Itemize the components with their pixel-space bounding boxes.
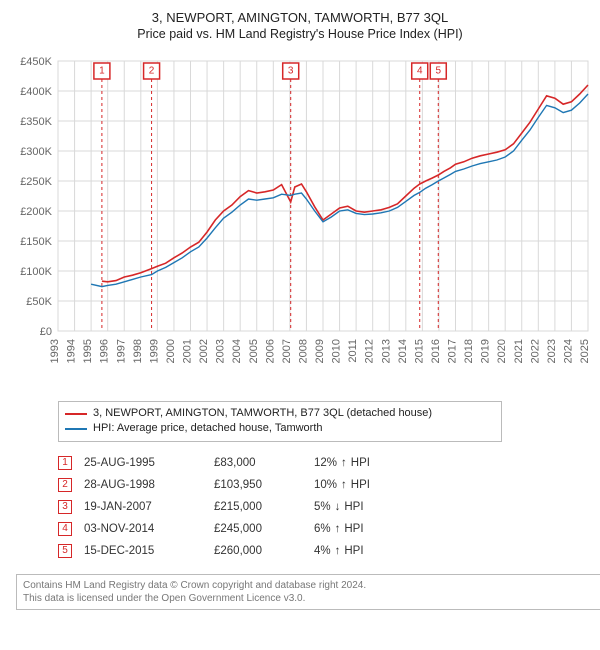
sale-marker-number: 2	[149, 66, 155, 77]
y-axis-label: £50K	[26, 296, 52, 308]
sale-price: £245,000	[214, 523, 314, 535]
arrow-down-icon: ↓	[335, 501, 341, 513]
legend: 3, NEWPORT, AMINGTON, TAMWORTH, B77 3QL …	[58, 401, 502, 442]
y-axis-label: £250K	[20, 176, 52, 188]
sale-hpi-delta: 10%↑HPI	[314, 479, 434, 491]
x-axis-label: 2005	[248, 339, 260, 363]
x-axis-label: 1999	[148, 339, 160, 363]
x-axis-label: 2019	[480, 339, 492, 363]
x-axis-label: 2001	[182, 339, 194, 363]
sale-price: £103,950	[214, 479, 314, 491]
x-axis-label: 2009	[314, 339, 326, 363]
x-axis-label: 2022	[529, 339, 541, 363]
legend-label: HPI: Average price, detached house, Tamw…	[93, 421, 323, 436]
x-axis-label: 2000	[165, 339, 177, 363]
sale-row: 1 25-AUG-1995£83,00012%↑HPI	[58, 452, 528, 474]
sale-date: 19-JAN-2007	[84, 501, 214, 513]
x-axis-label: 2013	[380, 339, 392, 363]
y-axis-label: £200K	[20, 206, 52, 218]
x-axis-label: 1993	[49, 339, 61, 363]
sale-date: 15-DEC-2015	[84, 545, 214, 557]
x-axis-label: 1995	[82, 339, 94, 363]
sale-hpi-delta: 6%↑HPI	[314, 523, 434, 535]
sale-hpi-delta: 5%↓HPI	[314, 501, 434, 513]
x-axis-label: 2020	[496, 339, 508, 363]
x-axis-label: 2007	[281, 339, 293, 363]
sale-price: £83,000	[214, 457, 314, 469]
x-axis-label: 2014	[397, 339, 409, 363]
sale-marker-number: 1	[99, 66, 105, 77]
arrow-up-icon: ↑	[341, 457, 347, 469]
sale-date: 25-AUG-1995	[84, 457, 214, 469]
x-axis-label: 1997	[115, 339, 127, 363]
sale-hpi-delta: 12%↑HPI	[314, 457, 434, 469]
footer-line: Contains HM Land Registry data © Crown c…	[23, 579, 597, 592]
sale-row: 2 28-AUG-1998£103,95010%↑HPI	[58, 474, 528, 496]
sale-row-marker: 2	[58, 478, 72, 492]
attribution-footer: Contains HM Land Registry data © Crown c…	[16, 574, 600, 610]
x-axis-label: 2015	[413, 339, 425, 363]
x-axis-label: 2023	[546, 339, 558, 363]
sale-marker-number: 5	[435, 66, 441, 77]
sales-table: 1 25-AUG-1995£83,00012%↑HPI 2 28-AUG-1998£1…	[58, 452, 528, 562]
x-axis-label: 2017	[447, 339, 459, 363]
sale-row: 4 03-NOV-2014£245,0006%↑HPI	[58, 518, 528, 540]
sale-marker-number: 4	[417, 66, 423, 77]
x-axis-label: 2025	[579, 339, 591, 363]
sale-hpi-delta: 4%↑HPI	[314, 545, 434, 557]
x-axis-label: 2008	[297, 339, 309, 363]
sale-row: 3 19-JAN-2007£215,0005%↓HPI	[58, 496, 528, 518]
sale-row-marker: 1	[58, 456, 72, 470]
footer-line: This data is licensed under the Open Gov…	[23, 592, 597, 605]
x-axis-label: 2021	[513, 339, 525, 363]
y-axis-label: £300K	[20, 146, 52, 158]
y-axis-label: £100K	[20, 266, 52, 278]
page-subtitle: Price paid vs. HM Land Registry's House …	[8, 27, 592, 41]
x-axis-label: 2004	[231, 339, 243, 363]
legend-label: 3, NEWPORT, AMINGTON, TAMWORTH, B77 3QL …	[93, 406, 432, 421]
x-axis-label: 2011	[347, 339, 359, 363]
sale-row-marker: 3	[58, 500, 72, 514]
sale-marker-number: 3	[288, 66, 294, 77]
legend-swatch	[65, 428, 87, 430]
arrow-up-icon: ↑	[335, 545, 341, 557]
x-axis-label: 2010	[331, 339, 343, 363]
legend-swatch	[65, 413, 87, 415]
x-axis-label: 2024	[562, 339, 574, 363]
y-axis-label: £150K	[20, 236, 52, 248]
legend-item: HPI: Average price, detached house, Tamw…	[65, 421, 495, 436]
x-axis-label: 2003	[215, 339, 227, 363]
sale-row-marker: 5	[58, 544, 72, 558]
price-chart: £0 £50K £100K £150K £200K £250K £300K £350K £400…	[8, 51, 592, 391]
y-axis-label: £450K	[20, 56, 52, 68]
arrow-up-icon: ↑	[335, 523, 341, 535]
x-axis-label: 2006	[264, 339, 276, 363]
x-axis-label: 1994	[66, 339, 78, 363]
x-axis-label: 2016	[430, 339, 442, 363]
sale-row-marker: 4	[58, 522, 72, 536]
page-title: 3, NEWPORT, AMINGTON, TAMWORTH, B77 3QL	[8, 10, 592, 25]
x-axis-label: 2012	[364, 339, 376, 363]
arrow-up-icon: ↑	[341, 479, 347, 491]
sale-price: £215,000	[214, 501, 314, 513]
sale-price: £260,000	[214, 545, 314, 557]
sale-date: 03-NOV-2014	[84, 523, 214, 535]
x-axis-label: 1996	[99, 339, 111, 363]
x-axis-label: 1998	[132, 339, 144, 363]
y-axis-label: £350K	[20, 116, 52, 128]
x-axis-label: 2018	[463, 339, 475, 363]
y-axis-label: £0	[40, 326, 52, 338]
legend-item: 3, NEWPORT, AMINGTON, TAMWORTH, B77 3QL …	[65, 406, 495, 421]
y-axis-label: £400K	[20, 86, 52, 98]
sale-date: 28-AUG-1998	[84, 479, 214, 491]
sale-row: 5 15-DEC-2015£260,0004%↑HPI	[58, 540, 528, 562]
x-axis-label: 2002	[198, 339, 210, 363]
